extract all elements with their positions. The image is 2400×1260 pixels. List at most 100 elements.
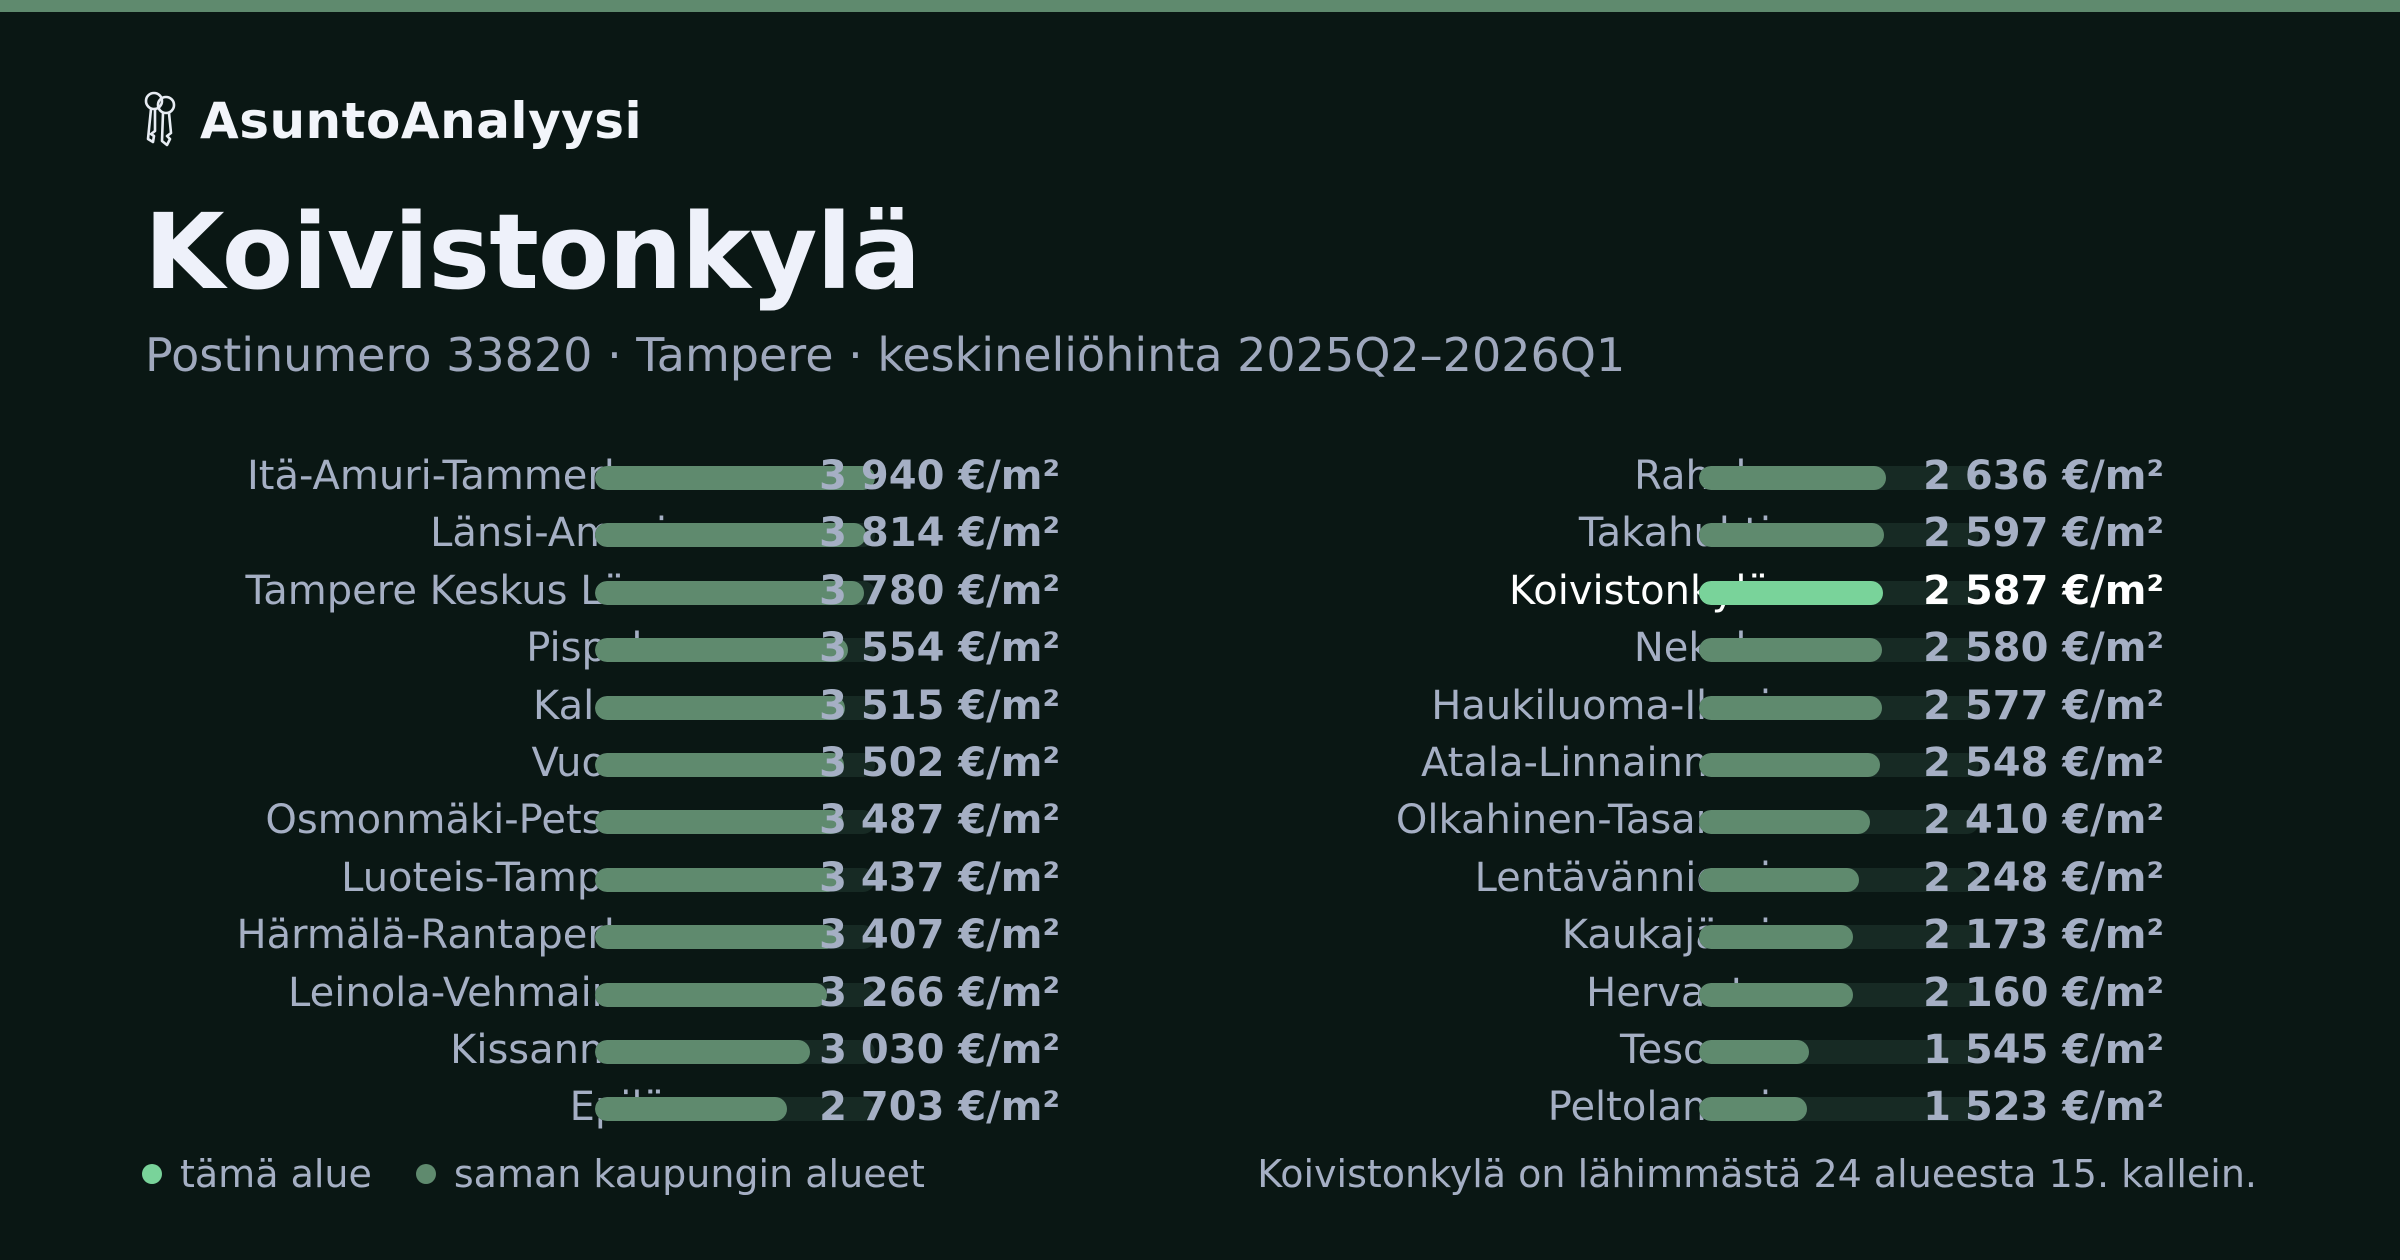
bar-track [595, 1040, 875, 1064]
keys-icon [140, 89, 180, 153]
bar-track [1699, 1097, 1979, 1122]
bar-row: Kissanmaa 3 030 €/m² [100, 1022, 1060, 1079]
bar [1699, 466, 1887, 490]
bar [1699, 982, 1853, 1007]
bar-row: Tesoma 1 545 €/m² [1204, 1022, 2164, 1079]
price-value-label: 2 548 €/m² [1923, 740, 2164, 786]
legend: tämä alue saman kaupungin alueet [142, 1152, 969, 1196]
bar-row: Länsi-Amuri 3 814 €/m² [100, 505, 1060, 562]
price-value-label: 3 515 €/m² [819, 682, 1060, 729]
bar-track [1699, 925, 1979, 950]
bar-row: Kaleva3 515 €/m² [100, 678, 1060, 735]
price-value-label: 2 580 €/m² [1923, 625, 2164, 672]
price-value-label: 3 030 €/m² [819, 1027, 1060, 1073]
legend-label-this-area: tämä alue [180, 1152, 372, 1196]
page-title: Koivistonkylä [144, 191, 921, 313]
bar [595, 925, 838, 950]
bar [1699, 867, 1859, 892]
bar-row: Takahuhti 2 597 €/m² [1204, 505, 2164, 562]
price-value-label: 3 780 €/m² [819, 567, 1060, 614]
bar-row: Pispala3 554 €/m² [100, 620, 1060, 677]
bar-highlight [1699, 580, 1883, 605]
bar-track [1699, 867, 1979, 892]
price-value-label: 3 814 €/m² [819, 510, 1060, 557]
bar [595, 466, 875, 490]
bar [1699, 1097, 1808, 1122]
bar [595, 695, 845, 720]
bar [595, 753, 844, 777]
price-value-label: 3 940 €/m² [819, 453, 1060, 499]
legend-dot-city [415, 1164, 436, 1184]
price-value-label: 3 266 €/m² [819, 969, 1060, 1016]
bar-track [595, 810, 875, 835]
bar-track [1699, 466, 1979, 490]
bar-track [595, 580, 875, 605]
bar [1699, 695, 1883, 720]
bar [595, 1097, 788, 1122]
price-value-label: 3 554 €/m² [819, 625, 1060, 672]
bar [1699, 638, 1883, 663]
bar [595, 638, 848, 663]
price-value-label: 3 502 €/m² [819, 740, 1060, 786]
bar-track [595, 925, 875, 950]
bar-track [595, 982, 875, 1007]
bar [595, 810, 843, 835]
price-value-label: 3 487 €/m² [819, 797, 1060, 844]
bar-track [595, 753, 875, 777]
brand[interactable]: AsuntoAnalyysi [140, 86, 642, 156]
bar-track [595, 638, 875, 663]
price-value-label: 2 410 €/m² [1923, 797, 2164, 844]
price-value-label: 1 523 €/m² [1923, 1084, 2164, 1131]
bar [1699, 810, 1871, 835]
bar-track [595, 695, 875, 720]
bar-track [1699, 810, 1979, 835]
page-subtitle: Postinumero 33820 · Tampere · keskineliö… [145, 328, 1626, 382]
price-value-label: 2 636 €/m² [1923, 453, 2164, 499]
bar-row: Härmälä-Rantaperk… 3 407 €/m² [100, 907, 1060, 964]
bar [595, 982, 828, 1007]
legend-item-same-city: saman kaupungin alueet [415, 1152, 925, 1196]
bar-track [1699, 523, 1979, 548]
bar-row: Kaukajärvi 2 173 €/m² [1204, 907, 2164, 964]
bar-track [1699, 1040, 1979, 1064]
top-accent-bar [0, 0, 2400, 12]
bar-row: Hervanta 2 160 €/m² [1204, 965, 2164, 1022]
legend-item-this-area: tämä alue [142, 1152, 372, 1196]
bar-row: Haukiluoma-Ikuri 2 577 €/m² [1204, 678, 2164, 735]
price-value-label: 2 587 €/m² [1923, 567, 2164, 614]
bar-row: Lentävänniemi 2 248 €/m² [1204, 850, 2164, 907]
price-value-label: 2 248 €/m² [1923, 854, 2164, 901]
bar-row: Luoteis-Tampere 3 437 €/m² [100, 850, 1060, 907]
bar-track [1699, 638, 1979, 663]
bar-track [595, 1097, 875, 1122]
bar-track [1699, 695, 1979, 720]
brand-name: AsuntoAnalyysi [200, 92, 643, 150]
bar-row: Itä-Amuri-Tammerk… 3 940 €/m² [100, 448, 1060, 505]
bar-track [1699, 753, 1979, 777]
bar-track [1699, 580, 1979, 605]
bar-row: Tampere Keskus Lä… 3 780 €/m² [100, 563, 1060, 620]
price-value-label: 1 545 €/m² [1923, 1027, 2164, 1073]
bar [1699, 925, 1854, 950]
bar-track [595, 523, 875, 548]
bar-row: Nekala2 580 €/m² [1204, 620, 2164, 677]
bar [595, 1040, 811, 1064]
price-value-label: 3 437 €/m² [819, 854, 1060, 901]
bar-row: Peltolammi 1 523 €/m² [1204, 1079, 2164, 1136]
bar [595, 867, 840, 892]
bar-row: Osmonmäki-Petsa… 3 487 €/m² [100, 792, 1060, 849]
legend-dot-highlight [142, 1164, 162, 1184]
price-value-label: 2 597 €/m² [1923, 510, 2164, 557]
bar [1699, 753, 1881, 777]
price-value-label: 2 577 €/m² [1923, 682, 2164, 729]
bar-row: Koivistonkylä 2 587 €/m² [1204, 563, 2164, 620]
price-value-label: 2 160 €/m² [1923, 969, 2164, 1016]
price-value-label: 2 173 €/m² [1923, 912, 2164, 959]
bar [1699, 523, 1884, 548]
bar [595, 523, 867, 548]
price-value-label: 3 407 €/m² [819, 912, 1060, 959]
bar-row: Epilä2 703 €/m² [100, 1079, 1060, 1136]
bar-row: Olkahinen-Tasanne 2 410 €/m² [1204, 792, 2164, 849]
rank-footnote: Koivistonkylä on lähimmästä 24 alueesta … [1257, 1152, 2257, 1196]
bar-row: Leinola-Vehmainen 3 266 €/m² [100, 965, 1060, 1022]
